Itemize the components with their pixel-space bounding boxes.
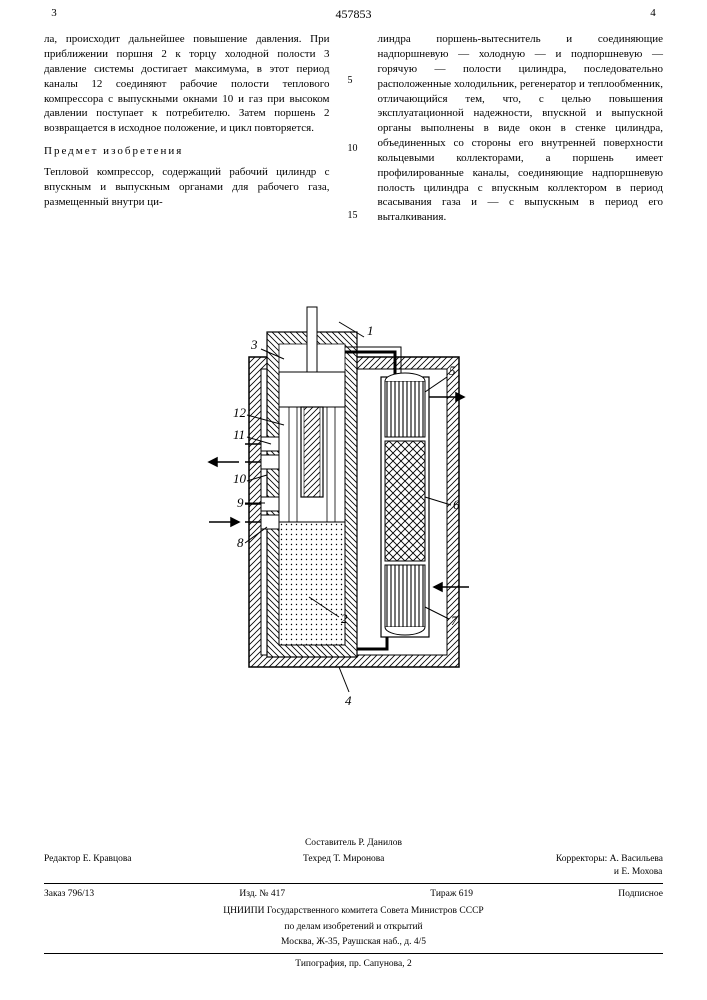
footer-izd: Изд. № 417 xyxy=(239,888,285,901)
footer-order: Заказ 796/13 xyxy=(44,888,94,901)
footer-org2: по делам изобретений и открытий xyxy=(44,921,663,934)
label-10: 10 xyxy=(233,471,247,486)
col-right-num: 4 xyxy=(643,6,663,22)
label-8: 8 xyxy=(237,535,244,550)
footer-sub: Подписное xyxy=(618,888,663,901)
label-9: 9 xyxy=(237,495,244,510)
label-2: 2 xyxy=(341,611,348,626)
footer-compiler: Составитель Р. Данилов xyxy=(44,837,663,850)
footer-tirazh: Тираж 619 xyxy=(430,888,473,901)
col-left-num: 3 xyxy=(44,6,64,22)
line-num-5: 5 xyxy=(348,74,360,88)
subject-heading: Предмет изобретения xyxy=(44,144,330,159)
footer-typo: Типография, пр. Сапунова, 2 xyxy=(44,958,663,971)
line-num-10: 10 xyxy=(348,142,360,156)
label-3: 3 xyxy=(250,337,258,352)
right-column: линдра поршень-вытеснитель и соединяющие… xyxy=(378,32,664,277)
label-1: 1 xyxy=(367,323,374,338)
label-12: 12 xyxy=(233,405,247,420)
label-4: 4 xyxy=(345,693,352,708)
patent-number: 457853 xyxy=(336,6,372,22)
footer-org1: ЦНИИПИ Государственного комитета Совета … xyxy=(44,905,663,918)
left-text-2: Тепловой компрессор, содержащий рабочий … xyxy=(44,166,330,208)
footer: Составитель Р. Данилов Редактор Е. Кравц… xyxy=(44,834,663,975)
label-11: 11 xyxy=(233,427,245,442)
label-6: 6 xyxy=(453,497,460,512)
label-5: 5 xyxy=(449,363,456,378)
footer-org3: Москва, Ж-35, Раушская наб., д. 4/5 xyxy=(44,936,663,949)
footer-editor: Редактор Е. Кравцова xyxy=(44,853,131,879)
line-num-15: 15 xyxy=(348,209,360,223)
footer-tech: Техред Т. Миронова xyxy=(303,853,384,879)
right-text: линдра поршень-вытеснитель и соединяющие… xyxy=(378,33,664,223)
compressor-diagram: 1 3 12 11 10 9 8 2 4 5 6 7 xyxy=(189,297,519,727)
label-7: 7 xyxy=(451,613,458,628)
footer-correctors: Корректоры: А. Васильева и Е. Мохова xyxy=(556,853,663,879)
footer-corr-label: Корректоры: xyxy=(556,854,607,864)
line-numbers: 5 10 15 xyxy=(348,32,360,277)
left-text-1: ла, происходит дальнейшее повышение давл… xyxy=(44,33,330,134)
footer-corr2: и Е. Мохова xyxy=(556,867,662,877)
left-column: ла, происходит дальнейшее повышение давл… xyxy=(44,32,330,277)
footer-corr1: А. Васильева xyxy=(610,854,663,864)
